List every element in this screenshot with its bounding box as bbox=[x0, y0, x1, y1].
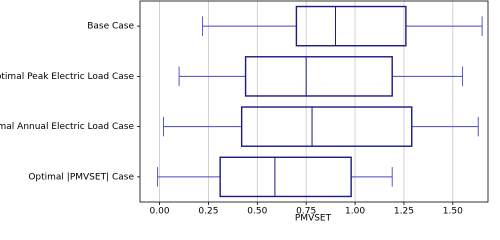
y-tick-label: Optimal Peak Electric Load Case bbox=[0, 72, 134, 82]
x-tick-label: 1.50 bbox=[443, 207, 463, 217]
chart: PMVSET 0.00 0.25 0.50 0.75 1.00 1.25 1.50 Base … bbox=[0, 0, 489, 224]
x-tick-label: 0.25 bbox=[198, 207, 218, 217]
y-tick-label: Base Case bbox=[87, 22, 134, 32]
y-tick-label: Optimal |PMVSET| Case bbox=[28, 172, 134, 182]
box bbox=[295, 5, 407, 47]
x-tick-label: 0.50 bbox=[247, 207, 267, 217]
y-tick-label: Optimal Annual Electric Load Case bbox=[0, 122, 134, 132]
x-axis-label: PMVSET bbox=[295, 214, 332, 224]
x-tick-label: 0.00 bbox=[150, 207, 170, 217]
plot-frame bbox=[139, 0, 489, 203]
box bbox=[244, 56, 393, 97]
x-tick-label: 1.00 bbox=[345, 207, 365, 217]
box bbox=[240, 106, 413, 147]
x-tick-label: 0.75 bbox=[296, 207, 316, 217]
x-tick-label: 1.25 bbox=[394, 207, 414, 217]
box bbox=[219, 156, 352, 198]
